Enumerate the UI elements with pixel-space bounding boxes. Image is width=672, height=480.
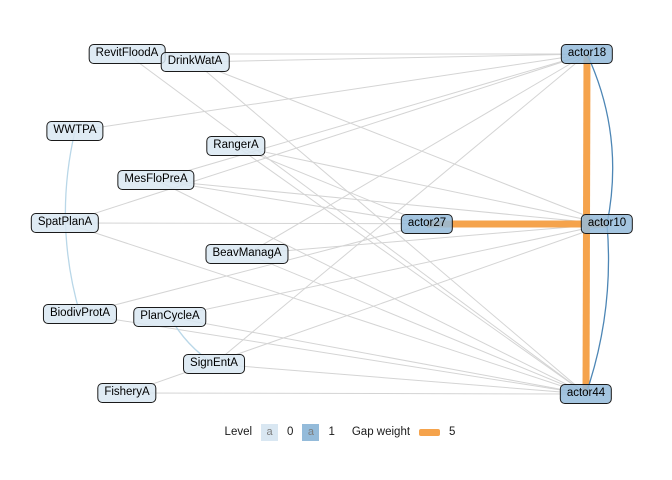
edge-PlanCycleA-actor10 (169, 223, 608, 318)
edge-FisheryA-actor44 (126, 392, 587, 395)
edge-BeavManagA-actor10 (246, 223, 608, 255)
edge-SpatPlanA-actor44 (64, 222, 587, 395)
edge-actor10-actor44 (585, 223, 610, 395)
edge-SpatPlanA-actor18 (64, 53, 588, 224)
edge-BiodivProtA-actor44 (79, 313, 587, 395)
legend-key-level-0: a (261, 423, 279, 441)
edge-RevitFloodA-actor44 (126, 53, 587, 395)
edge-BiodivProtA-actor27 (79, 223, 428, 315)
legend: Level a 0 a 1 Gap weight 5 (0, 420, 672, 444)
edge-SignEntA-actor18 (213, 53, 588, 365)
edge-MesFloPreA-actor18 (155, 53, 588, 181)
edge-BeavManagA-actor18 (246, 53, 588, 255)
legend-value-level-0: 0 (287, 426, 294, 438)
edge-MesFloPreA-actor44 (155, 179, 587, 395)
edge-actor18-actor44 (582, 53, 591, 395)
edge-PlanCycleA-actor44 (169, 316, 587, 395)
legend-gap-swatch (419, 428, 441, 436)
edge-FisheryA-actor10 (126, 223, 608, 394)
legend-level-title: Level (224, 426, 253, 438)
edge-RangerA-actor44 (235, 145, 587, 395)
edge-RangerA-actor27 (235, 145, 428, 225)
edge-SignEntA-actor44 (213, 363, 587, 395)
legend-key-level-1: a (302, 423, 320, 441)
legend-gap-value: 5 (449, 426, 456, 438)
edge-DrinkWatA-actor18 (194, 53, 588, 63)
legend-value-level-1: 1 (328, 426, 335, 438)
edge-actor18-actor10 (586, 53, 614, 225)
edge-MesFloPreA-actor27 (155, 179, 428, 225)
edge-DrinkWatA-actor10 (194, 61, 608, 225)
edge-MesFloPreA-actor10 (155, 179, 608, 225)
edge-DrinkWatA-actor44 (194, 61, 587, 395)
edge-RangerA-actor10 (235, 145, 608, 225)
edge-WWTPA-actor18 (74, 53, 588, 132)
edge-BeavManagA-actor44 (246, 253, 587, 395)
legend-gap-title: Gap weight (351, 426, 411, 438)
